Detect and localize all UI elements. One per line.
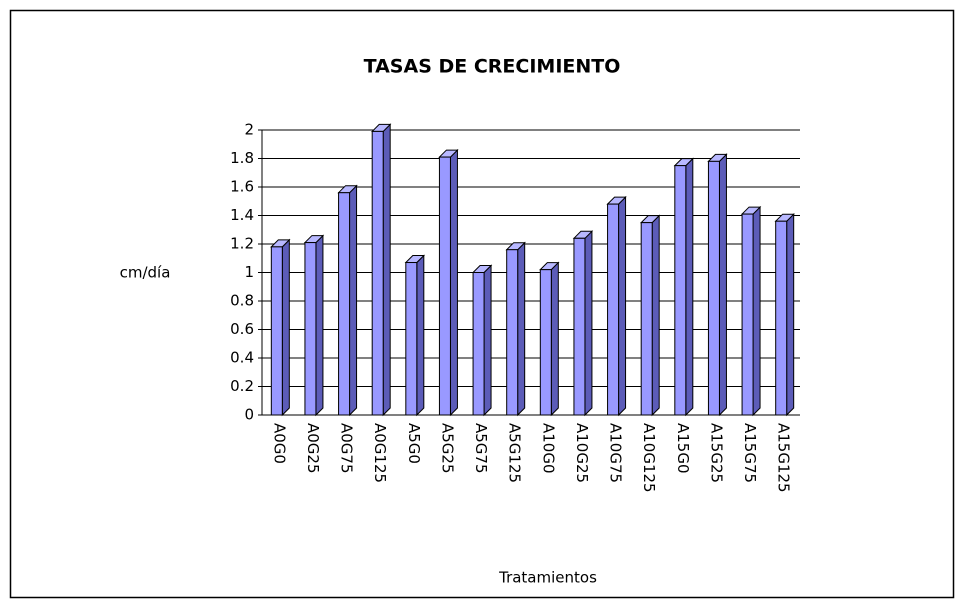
bar-side — [382, 123, 391, 417]
y-tick-label: 0.2 — [230, 377, 254, 395]
bar-side — [718, 153, 727, 417]
bar-side — [786, 212, 795, 417]
bar — [472, 272, 485, 416]
y-tick-label: 0 — [244, 406, 254, 424]
y-tick-label: 1.6 — [230, 178, 254, 196]
y-axis-label: cm/día — [120, 264, 171, 282]
x-tick-label: A10G125 — [640, 423, 658, 493]
x-tick-label: A0G0 — [270, 423, 288, 464]
y-tick-label: 1 — [244, 263, 254, 281]
bar — [674, 165, 687, 416]
bar — [573, 237, 586, 416]
x-tick-label: A0G75 — [338, 423, 356, 474]
bar-side — [752, 205, 761, 417]
chart-title: TASAS DE CRECIMIENTO — [364, 56, 621, 78]
y-tick-label: 0.8 — [230, 292, 254, 310]
bar-side — [483, 264, 492, 417]
x-tick-label: A10G75 — [607, 423, 625, 483]
x-tick-label: A0G125 — [371, 423, 389, 483]
y-tick-label: 1.8 — [230, 149, 254, 167]
bar-side — [449, 148, 458, 417]
x-tick-label: A5G75 — [472, 423, 490, 474]
bar-side — [315, 234, 324, 417]
x-tick-label: A0G25 — [304, 423, 322, 474]
bar-side — [584, 230, 593, 417]
y-tick-label: 0.6 — [230, 320, 254, 338]
bar — [775, 220, 788, 416]
bar — [304, 242, 317, 416]
bar — [405, 262, 418, 416]
bar — [438, 156, 451, 416]
x-tick-label: A5G0 — [405, 423, 423, 464]
y-tick-label: 1.2 — [230, 235, 254, 253]
bar-side — [618, 195, 627, 417]
x-tick-label: A15G0 — [674, 423, 692, 474]
bar — [741, 213, 754, 416]
bar-side — [550, 261, 559, 417]
x-tick-label: A5G125 — [506, 423, 524, 483]
bar — [607, 203, 620, 416]
bar — [640, 222, 653, 416]
x-tick-label: A15G125 — [775, 423, 793, 493]
bar — [539, 269, 552, 416]
bar-side — [416, 254, 425, 417]
bar — [270, 246, 283, 416]
bar-side — [685, 157, 694, 417]
bar-side — [517, 241, 526, 417]
bar — [371, 130, 384, 416]
x-tick-label: A5G25 — [438, 423, 456, 474]
bar — [707, 160, 720, 416]
bar-side — [651, 214, 660, 417]
bar-side — [349, 184, 358, 417]
bar-side — [281, 238, 290, 417]
x-tick-label: A10G25 — [573, 423, 591, 483]
x-tick-label: A10G0 — [539, 423, 557, 474]
y-tick-label: 2 — [244, 121, 254, 139]
bar — [338, 192, 351, 416]
bar — [506, 249, 519, 416]
x-tick-label: A15G75 — [741, 423, 759, 483]
y-tick-label: 1.4 — [230, 206, 254, 224]
y-tick-label: 0.4 — [230, 349, 254, 367]
x-tick-label: A15G25 — [707, 423, 725, 483]
x-axis-label: Tratamientos — [498, 569, 597, 587]
